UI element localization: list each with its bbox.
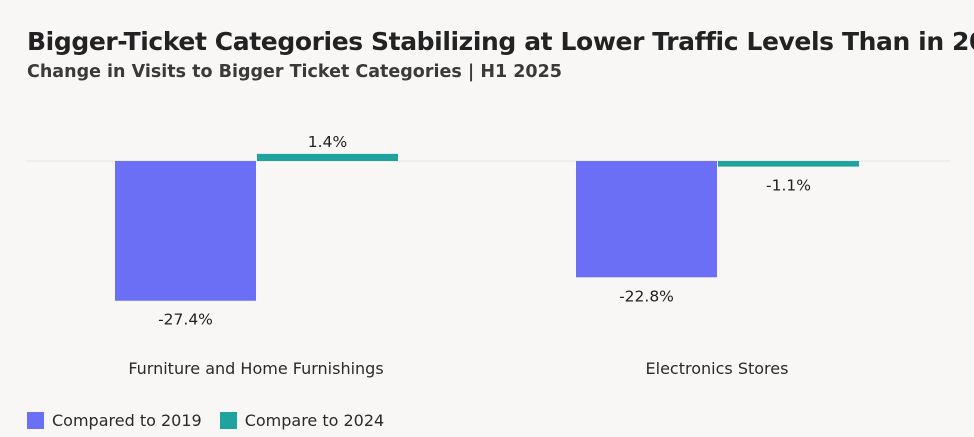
data-label-compare-to-2024-furniture-and-home-furnishings: 1.4% xyxy=(308,133,347,151)
legend-label-2024: Compare to 2024 xyxy=(244,411,385,430)
legend-swatch-2024 xyxy=(219,412,237,429)
chart-title: Bigger-Ticket Categories Stabilizing at … xyxy=(27,27,974,56)
bar-compared-to-2019-furniture-and-home-furnishings xyxy=(115,161,256,301)
category-label-electronics-stores: Electronics Stores xyxy=(646,359,789,378)
bar-compare-to-2024-furniture-and-home-furnishings xyxy=(257,153,398,161)
legend-label-2019: Compared to 2019 xyxy=(52,411,202,430)
data-label-compare-to-2024-electronics-stores: -1.1% xyxy=(766,177,811,195)
legend-swatch-2019 xyxy=(27,412,44,429)
legend: Compared to 2019 Compare to 2024 xyxy=(27,411,402,430)
data-label-compared-to-2019-electronics-stores: -22.8% xyxy=(619,287,674,305)
legend-item-compare-to-2024: Compare to 2024 xyxy=(219,411,385,430)
category-label-furniture-and-home-furnishings: Furniture and Home Furnishings xyxy=(128,359,383,378)
legend-item-compared-to-2019: Compared to 2019 xyxy=(27,411,202,430)
bar-compare-to-2024-electronics-stores xyxy=(718,161,859,167)
bar-compared-to-2019-electronics-stores xyxy=(576,161,717,278)
data-label-compared-to-2019-furniture-and-home-furnishings: -27.4% xyxy=(158,311,213,329)
chart-subtitle: Change in Visits to Bigger Ticket Catego… xyxy=(27,62,562,82)
